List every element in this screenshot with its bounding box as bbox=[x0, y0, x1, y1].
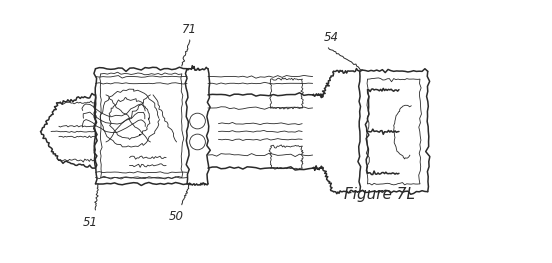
Text: 50: 50 bbox=[169, 210, 184, 223]
Text: 71: 71 bbox=[182, 23, 197, 36]
Text: Figure 7L: Figure 7L bbox=[344, 187, 415, 202]
Text: 51: 51 bbox=[83, 216, 98, 229]
Text: 54: 54 bbox=[323, 31, 338, 44]
